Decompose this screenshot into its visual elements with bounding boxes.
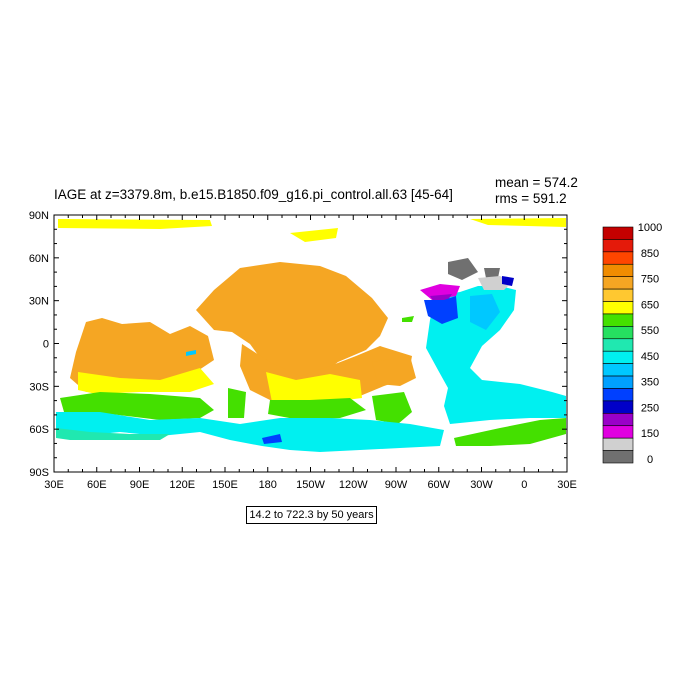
colorbar-label: 250 bbox=[641, 402, 659, 414]
y-tick-label: 0 bbox=[43, 339, 49, 351]
indian-ocean-yellow bbox=[78, 368, 214, 394]
y-tick-label: 90S bbox=[29, 467, 49, 479]
colorbar-swatch bbox=[602, 375, 634, 389]
colorbar-swatch bbox=[602, 226, 634, 240]
y-tick-label: 60N bbox=[29, 253, 49, 265]
x-tick-label: 180 bbox=[259, 479, 277, 491]
colorbar-swatch bbox=[602, 326, 634, 340]
x-tick-label: 30E bbox=[557, 479, 577, 491]
x-tick-label: 60W bbox=[427, 479, 450, 491]
x-tick-label: 120E bbox=[169, 479, 195, 491]
pacific-yellow-band bbox=[266, 372, 362, 404]
colorbar-label: 750 bbox=[641, 274, 659, 286]
southern-green-2 bbox=[228, 388, 246, 418]
colorbar-swatch bbox=[602, 400, 634, 414]
colorbar-swatch bbox=[602, 350, 634, 364]
atlantic-sky bbox=[470, 294, 500, 330]
colorbar-label: 150 bbox=[641, 428, 659, 440]
colorbar-label: 650 bbox=[641, 299, 659, 311]
nordic-grey bbox=[448, 258, 478, 280]
colorbar-swatch bbox=[602, 251, 634, 265]
colorbar-swatch bbox=[602, 388, 634, 402]
colorbar-swatch bbox=[602, 276, 634, 290]
colorbar-swatch bbox=[602, 263, 634, 277]
southern-cyan bbox=[56, 412, 444, 452]
small-green-patch bbox=[402, 316, 414, 322]
arctic-strip bbox=[58, 219, 212, 229]
colorbar-swatch bbox=[602, 313, 634, 327]
north-pacific bbox=[196, 262, 388, 378]
y-tick-label: 60S bbox=[29, 424, 49, 436]
mean-stat: mean = 574.2 bbox=[495, 175, 578, 190]
range-box: 14.2 to 722.3 by 50 years bbox=[246, 506, 377, 524]
x-tick-label: 30E bbox=[44, 479, 64, 491]
arctic-strip-east bbox=[470, 218, 566, 227]
colorbar-label: 350 bbox=[641, 377, 659, 389]
x-tick-label: 90E bbox=[130, 479, 150, 491]
plot-title: IAGE at z=3379.8m, b.e15.B1850.f09_g16.p… bbox=[54, 187, 453, 202]
ne-atlantic-blue bbox=[502, 276, 514, 286]
x-axis: 30E 60E 90E 120E 150E 180 150W 120W 90W 60W 30W 0 30… bbox=[44, 215, 577, 491]
colorbar-label: 450 bbox=[641, 351, 659, 363]
x-tick-label: 0 bbox=[521, 479, 527, 491]
x-tick-label: 30W bbox=[470, 479, 493, 491]
southern-green-3 bbox=[268, 398, 366, 420]
colorbar-swatch bbox=[602, 239, 634, 253]
x-tick-label: 120W bbox=[339, 479, 368, 491]
y-tick-label: 90N bbox=[29, 210, 49, 222]
colorbar-swatch bbox=[602, 338, 634, 352]
y-tick-label: 30N bbox=[29, 296, 49, 308]
indian-ocean bbox=[70, 318, 214, 392]
y-tick-label: 30S bbox=[29, 381, 49, 393]
colorbar-label: 0 bbox=[647, 454, 653, 466]
rms-stat: rms = 591.2 bbox=[495, 191, 567, 206]
colorbar-swatch bbox=[602, 450, 634, 464]
colorbar: 1000 850 750 650 550 450 350 250 150 0 bbox=[602, 222, 662, 466]
colorbar-swatch bbox=[602, 425, 634, 439]
colorbar-swatch bbox=[602, 301, 634, 315]
y-axis: 90N 60N 30N 0 30S 60S 90S bbox=[29, 210, 567, 479]
ocean-field bbox=[56, 218, 566, 452]
colorbar-swatch bbox=[602, 413, 634, 427]
atlantic-south-green bbox=[454, 418, 566, 446]
colorbar-swatch bbox=[602, 288, 634, 302]
colorbar-swatch bbox=[602, 363, 634, 377]
x-tick-label: 150E bbox=[212, 479, 238, 491]
north-atlantic-blue bbox=[424, 296, 458, 324]
x-tick-label: 150W bbox=[296, 479, 325, 491]
ross-blue bbox=[262, 434, 282, 444]
southern-green-4 bbox=[372, 392, 412, 424]
arctic-patch bbox=[290, 228, 338, 242]
small-blue-patch bbox=[186, 350, 196, 356]
x-tick-label: 60E bbox=[87, 479, 107, 491]
colorbar-swatch bbox=[602, 437, 634, 451]
nordic-grey-2 bbox=[484, 268, 500, 278]
south-atlantic-orange bbox=[372, 356, 416, 386]
southern-aqua bbox=[56, 428, 170, 440]
colorbar-label: 850 bbox=[641, 248, 659, 260]
colorbar-label: 1000 bbox=[638, 222, 662, 234]
x-tick-label: 90W bbox=[385, 479, 408, 491]
colorbar-label: 550 bbox=[641, 325, 659, 337]
atlantic bbox=[426, 286, 566, 424]
